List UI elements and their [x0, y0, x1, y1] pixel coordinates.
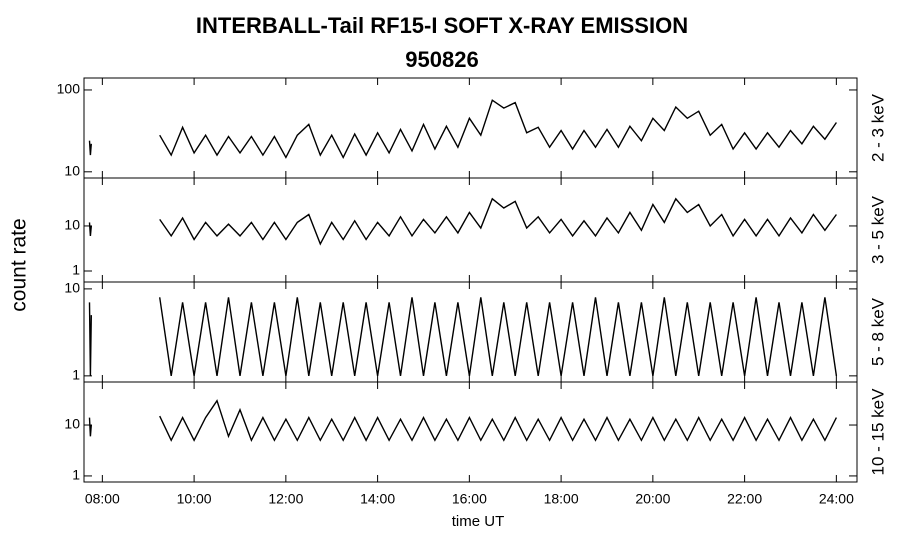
- y-tick-label: 10: [64, 163, 80, 179]
- y-tick-label: 10: [64, 416, 80, 432]
- x-tick-label: 12:00: [268, 491, 303, 507]
- y-tick-label: 10: [64, 217, 80, 233]
- y-axis-label: count rate: [8, 218, 31, 311]
- x-tick-label: 24:00: [819, 491, 854, 507]
- y-tick-label: 100: [57, 81, 81, 97]
- y-tick-label: 10: [64, 280, 80, 296]
- data-line: [88, 197, 837, 246]
- series-label: 3 - 5 keV: [868, 195, 887, 264]
- x-tick-label: 10:00: [177, 491, 212, 507]
- x-tick-label: 08:00: [85, 491, 120, 507]
- data-line: [88, 399, 838, 443]
- x-axis-label: time UT: [452, 513, 505, 530]
- chart-title: INTERBALL-Tail RF15-I SOFT X-RAY EMISSIO…: [196, 13, 688, 38]
- data-line: [88, 99, 837, 159]
- x-tick-label: 14:00: [360, 491, 395, 507]
- y-tick-label: 1: [72, 367, 80, 383]
- panel-frame: [83, 381, 858, 483]
- series-label: 2 - 3 keV: [868, 93, 887, 162]
- x-tick-label: 18:00: [544, 491, 579, 507]
- y-tick-label: 1: [72, 262, 80, 278]
- panel-frame: [83, 77, 858, 179]
- chart-subtitle: 950826: [405, 47, 478, 72]
- x-tick-label: 20:00: [635, 491, 670, 507]
- x-tick-label: 22:00: [727, 491, 762, 507]
- series-label: 5 - 8 keV: [868, 297, 887, 366]
- data-line: [88, 297, 838, 377]
- y-tick-label: 1: [72, 467, 80, 483]
- series-label: 10 - 15 keV: [868, 388, 887, 476]
- x-tick-label: 16:00: [452, 491, 487, 507]
